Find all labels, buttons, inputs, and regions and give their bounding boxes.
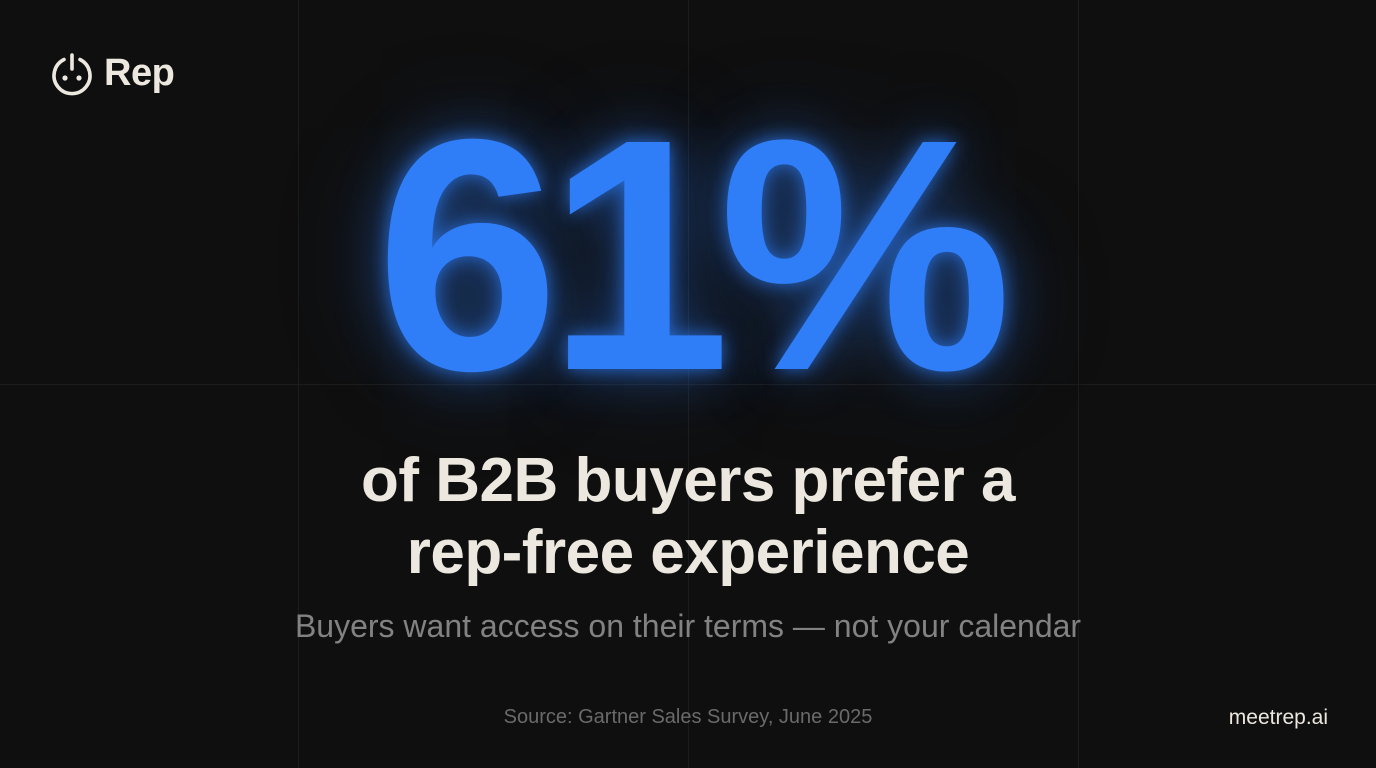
- subtitle: Buyers want access on their terms — not …: [294, 608, 1082, 644]
- logo-icon: [52, 53, 92, 96]
- stat-value: 61%: [375, 70, 1012, 439]
- brand-name: Rep: [104, 52, 175, 94]
- grid-line: [0, 384, 1376, 385]
- source: Source: Gartner Sales Survey, June 2025: [503, 706, 873, 728]
- headline-line: rep-free experience: [406, 518, 970, 587]
- headline-line: of B2B buyers prefer a: [361, 446, 1016, 515]
- url: meetrep.ai: [1228, 706, 1328, 729]
